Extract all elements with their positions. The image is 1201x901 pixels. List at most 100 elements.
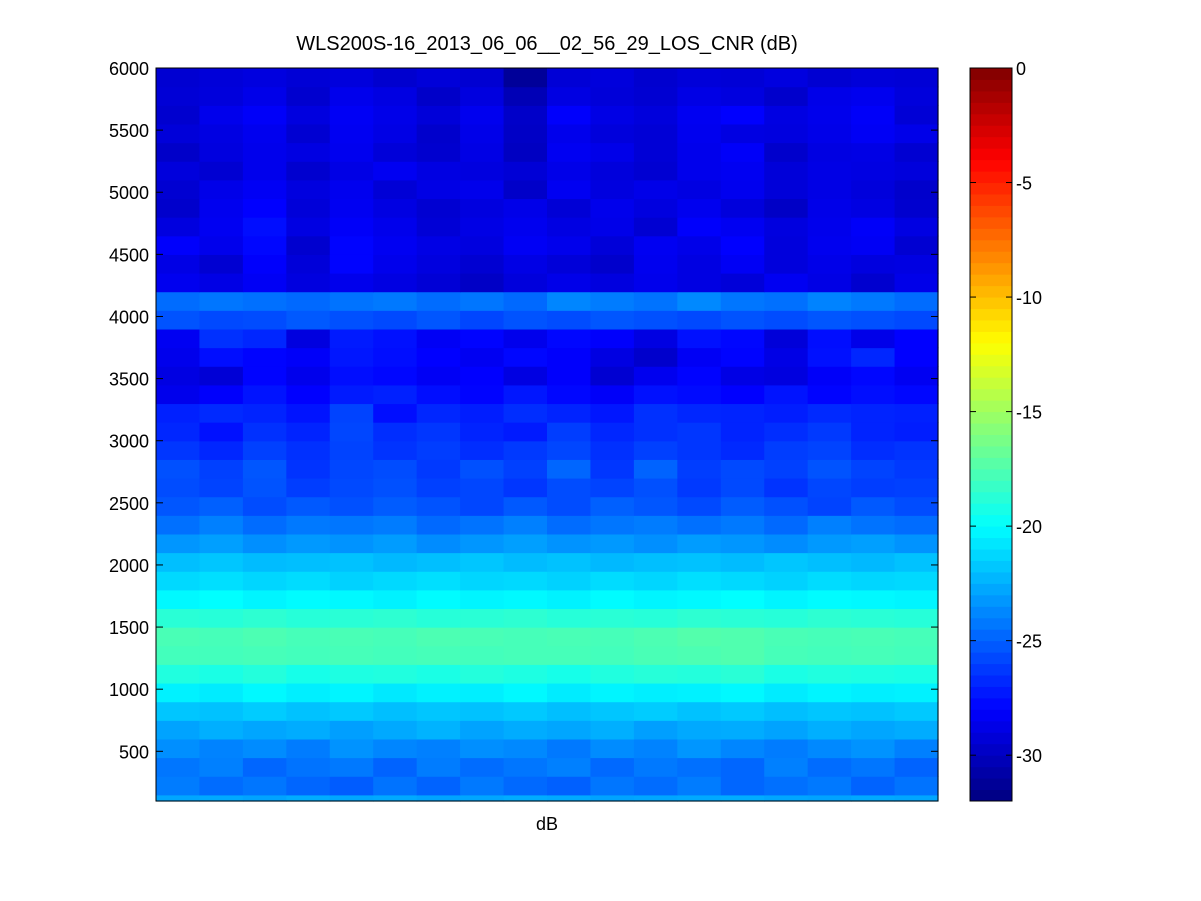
heatmap-cell [503,366,548,386]
heatmap-cell [764,310,809,330]
heatmap-cell [156,645,201,665]
heatmap-cell [807,477,852,498]
heatmap-cell [242,272,287,293]
heatmap-cell [633,720,678,740]
heatmap-cell [851,347,896,367]
heatmap-cell [286,627,331,647]
heatmap-cell [416,459,461,479]
heatmap-cell [286,68,331,88]
heatmap-cell [373,347,418,367]
heatmap-cell [416,477,461,498]
colorbar-band [970,171,1012,184]
heatmap-cell [764,384,809,405]
heatmap-cell [199,235,244,255]
heatmap-cell [503,161,548,181]
heatmap-cell [286,198,331,218]
heatmap-cell [416,682,461,703]
heatmap-cell [720,589,765,610]
heatmap-cell [677,384,722,405]
heatmap-cell [199,440,244,460]
heatmap-cell [242,515,287,535]
colorbar-band [970,251,1012,264]
heatmap-cell [677,608,722,628]
heatmap-cell [503,105,548,125]
heatmap-cell [199,328,244,349]
heatmap-cell [373,123,418,144]
heatmap-cell [329,776,374,796]
heatmap-cell [416,664,461,684]
heatmap-cell [329,68,374,88]
heatmap-cell [156,682,201,703]
heatmap-cell [460,310,505,330]
heatmap-cell [677,403,722,423]
heatmap-cell [677,440,722,460]
heatmap-cell [242,477,287,498]
heatmap-cell [373,552,418,572]
heatmap-cell [590,589,635,610]
heatmap-cell [286,272,331,293]
heatmap-cell [416,384,461,405]
heatmap-cell [720,217,765,237]
heatmap-cell [633,682,678,703]
heatmap-cell [590,664,635,684]
x-axis-label: dB [536,814,558,834]
heatmap-cell [851,198,896,218]
heatmap-cell [373,366,418,386]
heatmap-cell [590,571,635,591]
heatmap-cell [242,533,287,554]
colorbar-tick-label: -5 [1016,174,1032,194]
heatmap-cell [807,384,852,405]
heatmap-cell [199,664,244,684]
heatmap-cell [633,254,678,274]
heatmap-cell [720,757,765,777]
heatmap-cell [633,589,678,610]
heatmap-cell [373,217,418,237]
heatmap-cell [764,403,809,423]
heatmap-cell [807,645,852,665]
heatmap-cell [416,738,461,759]
heatmap-cell [720,161,765,181]
heatmap-cell [764,105,809,125]
heatmap-cell [590,477,635,498]
heatmap-cell [503,496,548,516]
heatmap-cell [199,217,244,237]
heatmap-cell [894,589,939,610]
heatmap-cell [590,161,635,181]
heatmap-cell [503,589,548,610]
heatmap-cell [286,496,331,516]
heatmap-cell [590,496,635,516]
heatmap-cell [851,179,896,200]
heatmap-cell [547,515,592,535]
heatmap-cell [590,384,635,405]
heatmap-cell [807,533,852,554]
heatmap-cell [373,571,418,591]
heatmap-cell [894,68,939,88]
heatmap-cell [894,682,939,703]
colorbar-tick-label: 0 [1016,59,1026,79]
heatmap-cell [677,235,722,255]
heatmap-cell [764,440,809,460]
heatmap-cell [894,627,939,647]
heatmap-cell [590,776,635,796]
heatmap-cell [851,627,896,647]
heatmap-cell [851,794,896,802]
heatmap-cell [416,403,461,423]
heatmap-cell [329,217,374,237]
heatmap-cell [460,794,505,802]
heatmap-cell [677,179,722,200]
y-tick-label: 4000 [109,307,149,327]
heatmap-cell [851,161,896,181]
heatmap-cell [286,794,331,802]
heatmap-cell [764,589,809,610]
heatmap-cell [286,515,331,535]
heatmap-cell [416,272,461,293]
heatmap-cell [633,310,678,330]
heatmap-cell [894,459,939,479]
heatmap-cell [286,701,331,721]
heatmap-cell [286,384,331,405]
heatmap-cell [156,571,201,591]
heatmap-cell [286,86,331,106]
heatmap-cell [677,198,722,218]
heatmap-cell [416,105,461,125]
heatmap-cell [199,123,244,144]
